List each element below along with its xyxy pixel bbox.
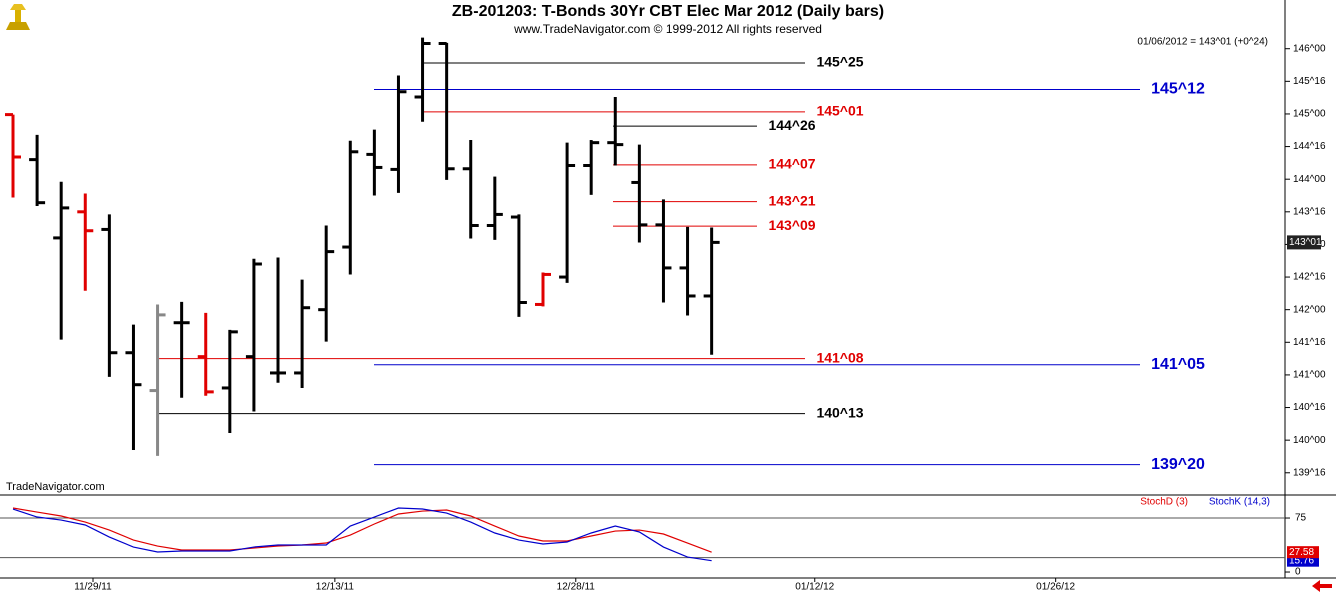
level-label: 145^01	[816, 103, 863, 119]
level-label: 143^21	[768, 192, 815, 208]
logo	[6, 4, 30, 30]
value-box-label: 27.58	[1289, 547, 1314, 558]
y-tick-label: 145^16	[1293, 76, 1326, 87]
chart-title: ZB-201203: T-Bonds 30Yr CBT Elec Mar 201…	[452, 3, 884, 20]
y-tick-label: 141^16	[1293, 337, 1326, 348]
stoch-line	[12, 507, 712, 562]
level-label: 139^20	[1151, 456, 1205, 473]
level-label: 141^05	[1151, 356, 1205, 373]
y-tick-label: 140^16	[1293, 402, 1326, 413]
scroll-arrow[interactable]	[1312, 580, 1332, 592]
watermark: TradeNavigator.com	[6, 481, 105, 493]
y-tick-label: 75	[1295, 513, 1307, 524]
level-label: 144^26	[768, 117, 815, 133]
stoch-line	[12, 507, 712, 553]
y-tick-label: 0	[1295, 567, 1301, 578]
y-tick-label: 139^16	[1293, 467, 1326, 478]
level-label: 140^13	[816, 404, 863, 420]
level-label: 141^08	[816, 349, 863, 365]
x-tick-label: 12/13/11	[316, 582, 355, 593]
y-tick-label: 142^00	[1293, 304, 1326, 315]
y-tick-label: 141^00	[1293, 370, 1326, 381]
last-price-label: 143^01	[1289, 237, 1322, 248]
y-tick-label: 143^16	[1293, 206, 1326, 217]
x-tick-label: 12/28/11	[557, 582, 596, 593]
x-tick-label: 01/26/12	[1036, 582, 1075, 593]
info: 01/06/2012 = 143^01 (+0^24)	[1137, 37, 1268, 48]
last-price-box	[1287, 235, 1321, 250]
level-label: 145^12	[1151, 81, 1205, 98]
subtitle: www.TradeNavigator.com © 1999-2012 All r…	[513, 22, 822, 36]
y-tick-label: 144^00	[1293, 174, 1326, 185]
level-label: 143^09	[768, 217, 815, 233]
level-label: 145^25	[816, 54, 863, 70]
value-box	[1287, 546, 1319, 559]
level-label: 144^07	[768, 156, 815, 172]
legend-entry: StochD (3)	[1140, 497, 1188, 508]
value-box-label: 15.76	[1289, 555, 1314, 566]
y-tick-label: 140^00	[1293, 435, 1326, 446]
y-tick-label: 146^00	[1293, 43, 1326, 54]
x-tick-label: 01/12/12	[795, 582, 834, 593]
y-tick-label: 142^16	[1293, 272, 1326, 283]
y-tick-label: 144^16	[1293, 141, 1326, 152]
x-tick-label: 11/29/11	[74, 582, 112, 593]
legend-entry: StochK (14,3)	[1209, 497, 1270, 508]
y-tick-label: 145^00	[1293, 109, 1326, 120]
